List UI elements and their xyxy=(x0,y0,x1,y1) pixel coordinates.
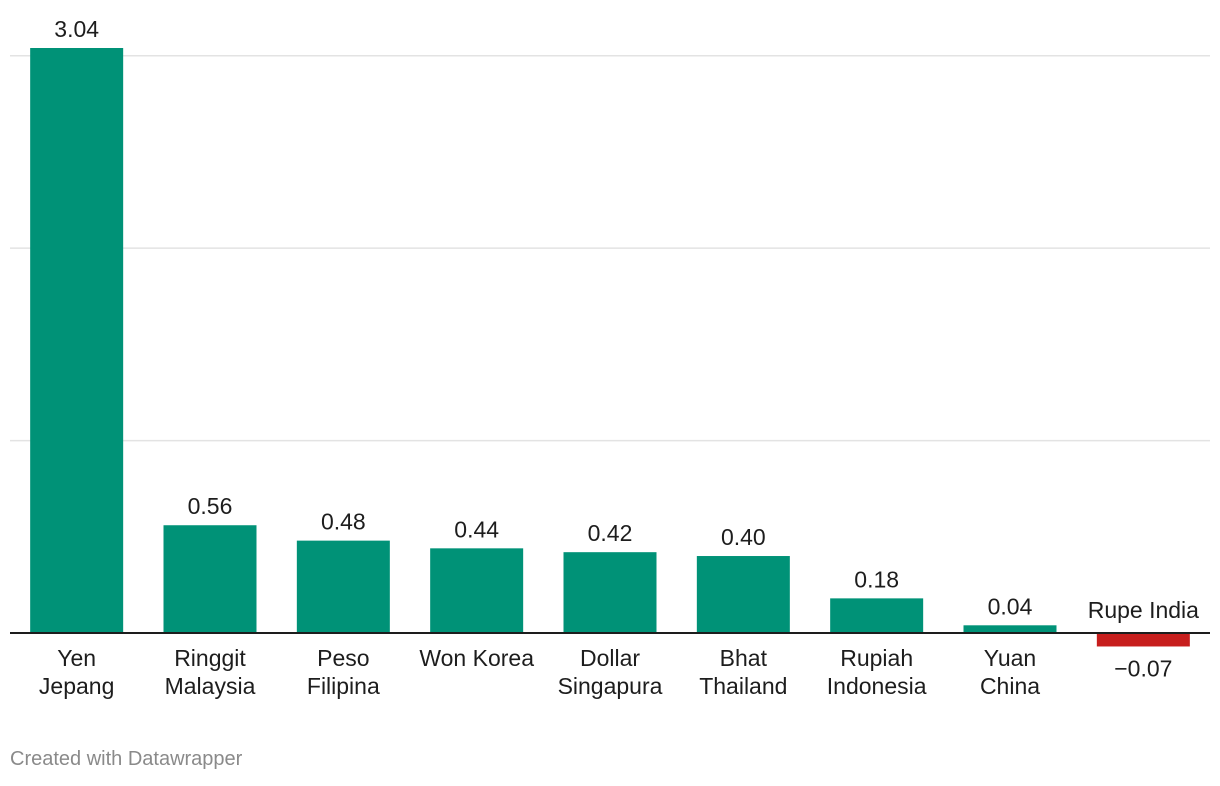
value-label: −0.07 xyxy=(1114,655,1172,681)
category-label: China xyxy=(980,673,1040,699)
credit-text: Created with Datawrapper xyxy=(10,748,243,770)
bar xyxy=(296,540,390,633)
bar xyxy=(563,552,657,633)
category-label: Won Korea xyxy=(419,645,534,671)
bar xyxy=(1096,633,1190,647)
bar xyxy=(963,625,1057,633)
category-label: Filipina xyxy=(307,673,380,699)
value-label: 0.42 xyxy=(588,520,633,546)
value-label: 0.56 xyxy=(188,493,233,519)
category-label: Bhat xyxy=(720,645,768,671)
category-label: Rupiah xyxy=(840,645,913,671)
category-label: Yen xyxy=(57,645,96,671)
category-label: Jepang xyxy=(39,673,114,699)
category-label: Dollar xyxy=(580,645,640,671)
category-label: Yuan xyxy=(984,645,1036,671)
bar xyxy=(696,556,790,633)
category-label: Thailand xyxy=(699,673,787,699)
category-label: Peso xyxy=(317,645,369,671)
value-label: 3.04 xyxy=(54,16,99,42)
category-label: Ringgit xyxy=(174,645,246,671)
bar xyxy=(830,598,924,633)
bar xyxy=(430,548,524,633)
value-label: 0.44 xyxy=(454,516,499,542)
category-label: Malaysia xyxy=(165,673,256,699)
value-label: 0.18 xyxy=(854,566,899,592)
category-label: Singapura xyxy=(558,673,663,699)
value-label: 0.40 xyxy=(721,524,766,550)
value-label: 0.48 xyxy=(321,509,366,535)
category-label: Indonesia xyxy=(827,673,927,699)
bar xyxy=(163,525,257,633)
category-label: Rupe India xyxy=(1088,597,1199,623)
value-label: 0.04 xyxy=(988,593,1033,619)
bar xyxy=(30,48,124,633)
